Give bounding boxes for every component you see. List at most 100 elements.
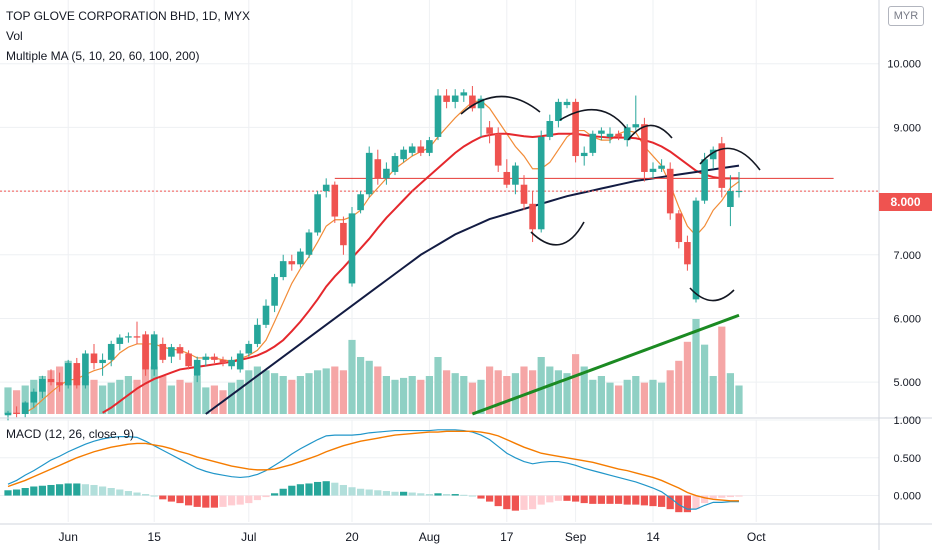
candle-body (580, 152, 588, 157)
macd-histogram-bar (494, 495, 502, 507)
macd-histogram-bar (56, 484, 64, 496)
candle-body (391, 156, 399, 172)
time-tick-label: 20 (345, 530, 359, 544)
candle-body (512, 165, 519, 185)
macd-histogram-bar (425, 494, 433, 496)
macd-histogram-bar (451, 494, 459, 496)
macd-histogram-bar (726, 495, 734, 498)
macd-tick-label: 1.000 (893, 415, 921, 427)
candle-body (615, 133, 622, 137)
volume-bar (331, 366, 339, 414)
macd-pane (0, 417, 932, 513)
candle-body (451, 95, 459, 102)
pattern-arc (530, 221, 585, 246)
volume-bar (563, 373, 571, 414)
price-tick-label: 5.000 (893, 377, 921, 389)
volume-bar (434, 357, 442, 414)
candle-body (417, 146, 425, 153)
volume-bar (615, 385, 623, 414)
candle-body (727, 191, 734, 207)
volume-bar (451, 373, 459, 414)
macd-histogram-bar (520, 495, 528, 510)
candle-body (658, 165, 665, 169)
volume-bar (494, 370, 502, 414)
candle-body (133, 336, 141, 338)
macd-histogram-bar (709, 495, 717, 499)
candle-body (684, 242, 691, 265)
candle-body (649, 168, 657, 172)
macd-histogram-bar (245, 495, 253, 504)
volume-bar (107, 382, 115, 414)
macd-histogram-bar (21, 488, 29, 496)
time-tick-label: Jul (241, 530, 256, 544)
macd-histogram-bar (572, 495, 580, 502)
symbol-title[interactable]: TOP GLOVE CORPORATION BHD, 1D, MYX (6, 9, 251, 23)
macd-histogram-bar (735, 495, 743, 497)
macd-histogram-bar (563, 495, 571, 501)
candle-body (701, 159, 708, 201)
macd-histogram-bar (47, 484, 55, 496)
macd-histogram-bar (331, 482, 339, 496)
candle-body (675, 213, 683, 243)
candle-body (47, 378, 55, 383)
volume-bar (400, 377, 408, 414)
volume-bar (408, 376, 416, 414)
volume-bar (503, 376, 511, 414)
candle-body (236, 353, 244, 370)
candle-body (563, 101, 571, 106)
time-tick-label: Oct (747, 530, 766, 544)
ma100-line (471, 313, 740, 416)
volume-bar (73, 370, 81, 414)
volume-bar (649, 379, 657, 414)
macd-histogram-bar (365, 489, 373, 496)
candle-body (254, 324, 261, 344)
volume-bar (245, 370, 253, 414)
volume-bar (382, 376, 390, 414)
macd-histogram-bar (417, 493, 425, 496)
candle-body (176, 347, 184, 354)
currency-badge[interactable]: MYR (888, 6, 924, 26)
macd-histogram-bar (400, 491, 408, 496)
volume-bar (468, 382, 476, 414)
volume-bar (116, 379, 124, 414)
price-tick-label: 10.000 (887, 59, 921, 71)
candle-body (555, 101, 562, 122)
macd-histogram-bar (640, 495, 648, 506)
volume-bar (735, 385, 743, 414)
candle-body (99, 359, 106, 364)
macd-histogram-bar (4, 490, 12, 496)
candle-body (598, 130, 605, 134)
macd-histogram-bar (176, 495, 184, 504)
volume-bar (718, 326, 726, 414)
macd-histogram-bar (434, 493, 442, 496)
volume-bar (632, 376, 640, 414)
macd-histogram-bar (649, 495, 657, 507)
candle-body (520, 184, 528, 204)
candle-body (443, 95, 450, 102)
macd-histogram-bar (554, 495, 562, 501)
macd-histogram-bar (202, 495, 210, 508)
candle-body (666, 168, 674, 214)
candle-body (537, 136, 545, 230)
macd-histogram-bar (701, 495, 709, 504)
candle-body (262, 305, 270, 325)
candle-body (400, 149, 407, 160)
volume-bar (391, 379, 399, 414)
volume-bar (150, 366, 158, 414)
macd-legend[interactable]: MACD (12, 26, close, 9) (6, 427, 135, 441)
ma-legend[interactable]: Multiple MA (5, 10, 20, 60, 100, 200) (6, 49, 200, 63)
macd-histogram-bar (73, 483, 81, 496)
volume-bar (546, 366, 554, 414)
candlesticks (4, 85, 743, 421)
candle-body (365, 152, 373, 195)
candle-body (193, 359, 201, 376)
pattern-arc (699, 147, 761, 171)
macd-histogram-bar (228, 495, 236, 506)
volume-legend[interactable]: Vol (6, 29, 23, 43)
price-tick-label: 6.000 (893, 313, 921, 325)
candle-body (718, 143, 726, 188)
macd-histogram-bar (219, 495, 227, 507)
volume-bar (640, 382, 648, 414)
candle-body (426, 140, 433, 153)
